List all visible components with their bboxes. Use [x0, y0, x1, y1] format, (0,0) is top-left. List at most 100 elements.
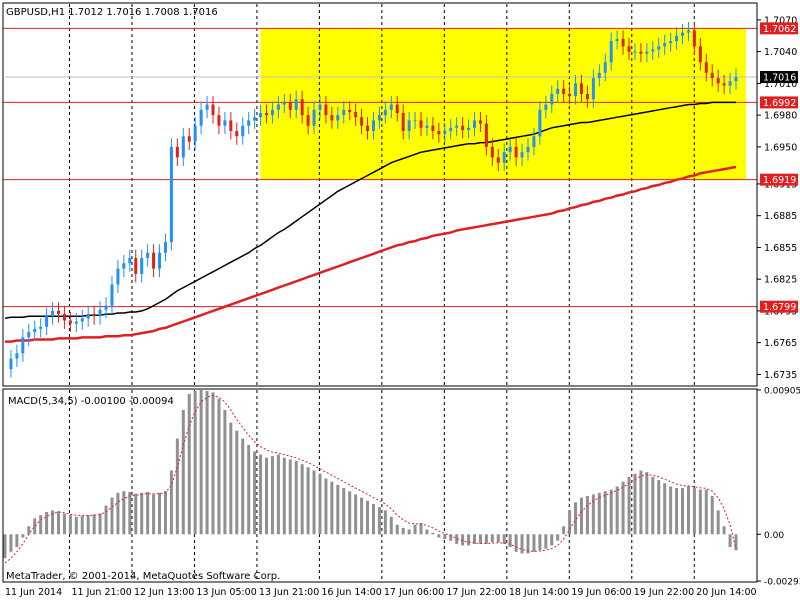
bull-candle-body	[532, 136, 536, 147]
macd-histogram-bar	[449, 534, 453, 541]
macd-histogram-bar	[461, 534, 465, 546]
current-price-tag	[760, 71, 798, 84]
macd-histogram-bar	[389, 516, 393, 535]
bull-candle-body	[645, 51, 649, 54]
macd-histogram-bar	[407, 529, 411, 535]
macd-histogram-bar	[306, 467, 310, 535]
level-price-tag	[760, 173, 798, 186]
bull-candle-body	[407, 120, 411, 131]
x-axis-label: 12 Jun 13:00	[134, 587, 194, 598]
axis-layer: 11 Jun 2014 11 Jun 21:00 12 Jun 13:00 13 Ju…	[5, 15, 800, 598]
bull-candle-body	[413, 120, 417, 122]
bear-candle-body	[229, 120, 233, 131]
bull-candle-body	[45, 316, 49, 327]
bear-candle-body	[461, 125, 465, 130]
symbol-header: GBPUSD,H1 1.7012 1.7016 1.7008 1.7016	[6, 7, 218, 18]
macd-histogram-bar	[496, 534, 500, 543]
macd-histogram-bar	[288, 459, 292, 535]
bull-candle-body	[98, 309, 102, 317]
macd-histogram-bar	[704, 489, 708, 535]
macd-histogram-bar	[253, 451, 257, 535]
macd-histogram-bar	[158, 492, 162, 535]
macd-histogram-bar	[675, 488, 679, 535]
macd-histogram-bar	[360, 497, 364, 535]
macd-histogram-bar	[276, 454, 280, 535]
macd-histogram-bar	[342, 488, 346, 535]
macd-histogram-bar	[419, 523, 423, 535]
bear-candle-body	[562, 88, 566, 94]
macd-histogram-bar	[615, 486, 619, 535]
y-axis-label: 1.6980	[764, 111, 797, 122]
macd-histogram-bar	[371, 503, 375, 535]
macd-histogram-bar	[98, 513, 102, 535]
macd-histogram-bar	[324, 478, 328, 535]
bear-candle-body	[324, 104, 328, 116]
bear-candle-body	[300, 99, 304, 116]
macd-histogram-bar	[538, 534, 542, 551]
bull-candle-body	[39, 326, 43, 329]
bull-candle-body	[467, 127, 471, 130]
macd-histogram-bar	[187, 393, 191, 535]
macd-histogram-bar	[734, 534, 738, 551]
y-axis-label: 1.6825	[764, 275, 797, 286]
macd-histogram-bar	[217, 398, 221, 535]
bull-candle-body	[312, 109, 316, 126]
macd-histogram-bar	[128, 492, 132, 535]
bear-candle-body	[92, 314, 96, 317]
macd-axis-label: 0.00905	[764, 387, 800, 397]
macd-histogram-bar	[86, 515, 90, 535]
bull-candle-body	[657, 46, 661, 50]
macd-histogram-bar	[609, 489, 613, 535]
bull-candle-body	[15, 353, 19, 359]
macd-histogram-bar	[473, 534, 477, 544]
x-axis-label: 11 Jun 21:00	[71, 587, 131, 598]
x-axis-label: 20 Jun 14:00	[696, 587, 756, 598]
macd-histogram-bar	[627, 476, 631, 535]
bull-candle-body	[389, 104, 393, 110]
bull-candle-body	[140, 258, 144, 274]
macd-histogram-bar	[686, 486, 690, 535]
bear-candle-body	[710, 72, 714, 79]
macd-histogram-bar	[312, 470, 316, 535]
macd-histogram-bar	[270, 456, 274, 535]
bull-candle-body	[80, 318, 84, 322]
macd-histogram-bar	[645, 472, 649, 535]
macd-histogram-bar	[62, 513, 66, 535]
bear-candle-body	[692, 30, 696, 47]
bull-candle-body	[205, 104, 209, 110]
macd-histogram-bar	[146, 492, 150, 535]
macd-histogram-bar	[39, 515, 43, 535]
macd-histogram-bar	[235, 430, 239, 535]
macd-histogram-bar	[520, 534, 524, 554]
macd-histogram-bar	[692, 488, 696, 535]
macd-histogram-bar	[51, 510, 55, 535]
grid-layer	[5, 4, 757, 581]
bull-candle-body	[502, 152, 506, 163]
bear-candle-body	[621, 38, 625, 47]
y-axis-label: 1.7010	[764, 79, 797, 90]
macd-histogram-bar	[579, 497, 583, 535]
bull-candle-body	[455, 125, 459, 128]
macd-histogram-bar	[574, 502, 578, 535]
bear-candle-body	[716, 78, 720, 84]
bull-candle-body	[591, 78, 595, 100]
bear-candle-body	[478, 120, 482, 124]
y-axis-label: 1.6855	[764, 243, 797, 254]
bull-candle-body	[27, 332, 31, 338]
bear-candle-body	[175, 146, 179, 158]
x-axis-label: 17 Jun 06:00	[384, 587, 444, 598]
bull-candle-body	[538, 109, 542, 137]
macd-histogram-bar	[437, 534, 441, 538]
x-axis-label: 19 Jun 22:00	[634, 587, 694, 598]
bull-candle-body	[163, 242, 167, 253]
macd-histogram-bar	[74, 516, 78, 535]
x-axis-label: 16 Jun 14:00	[321, 587, 381, 598]
macd-histogram-bar	[3, 534, 7, 559]
bear-candle-body	[431, 125, 435, 131]
bull-candle-body	[675, 35, 679, 42]
bull-candle-body	[371, 120, 375, 131]
bear-candle-body	[514, 146, 518, 158]
bear-candle-body	[211, 104, 215, 116]
macd-histogram-bar	[122, 491, 126, 535]
